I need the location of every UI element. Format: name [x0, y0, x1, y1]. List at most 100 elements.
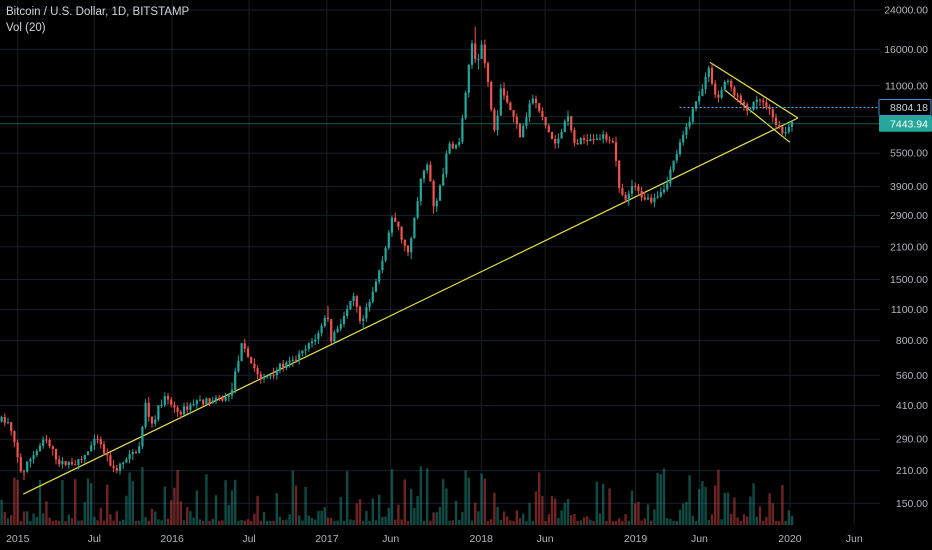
volume-bar	[106, 484, 109, 525]
volume-bar	[195, 490, 198, 525]
volume-bar	[416, 495, 419, 525]
candle-body	[115, 468, 118, 471]
candle-body	[362, 318, 365, 322]
candle-body	[522, 125, 525, 138]
x-tick-label: 2018	[470, 533, 494, 545]
volume-bar	[51, 520, 54, 525]
volume-bar	[208, 520, 211, 525]
volume-bar	[144, 517, 147, 525]
volume-bar	[330, 518, 333, 525]
candle-body	[86, 451, 90, 455]
candle-body	[467, 64, 470, 93]
candle-body	[787, 126, 790, 133]
volume-bar	[102, 520, 106, 525]
volume-bar	[394, 519, 397, 525]
volume-bar	[166, 518, 170, 525]
volume-bar	[198, 519, 202, 525]
volume-bar	[170, 500, 173, 525]
x-tick-label: Jun	[537, 533, 554, 545]
candle-body	[246, 348, 250, 357]
candle-body	[736, 95, 739, 97]
candle-body	[317, 333, 320, 340]
volume-bar	[336, 520, 339, 525]
candle-body	[461, 118, 464, 142]
volume-bar	[458, 519, 461, 525]
candle-body	[534, 98, 538, 104]
price-tag: 7443.94	[879, 115, 932, 132]
volume-bar	[406, 520, 410, 525]
candle-body	[515, 116, 518, 124]
volume-bar	[189, 511, 192, 525]
candle-body	[122, 462, 125, 464]
candle-body	[310, 341, 314, 344]
y-tick-label: 16000.00	[884, 44, 928, 56]
volume-bar	[422, 520, 426, 525]
candle-body	[512, 110, 515, 117]
candle-body	[659, 192, 662, 197]
candle-body	[342, 315, 346, 324]
candle-body	[291, 359, 294, 361]
volume-bar	[282, 520, 285, 525]
candle-body	[48, 440, 51, 447]
x-tick-label: 2017	[315, 533, 339, 545]
volume-bar	[35, 516, 38, 525]
volume-bar	[730, 513, 733, 525]
volume-bar	[758, 506, 762, 525]
candle-body	[410, 238, 413, 253]
volume-bar	[378, 494, 381, 525]
volume-bar	[278, 516, 282, 525]
candle-body	[592, 138, 595, 140]
volume-bar	[541, 496, 544, 525]
volume-bar	[621, 520, 624, 525]
volume-bar	[54, 520, 58, 525]
volume-bar	[461, 511, 464, 525]
volume-bar	[627, 520, 630, 525]
volume-bar	[566, 499, 570, 525]
candle-body	[118, 463, 122, 471]
volume-bar	[445, 488, 448, 525]
candle-body	[221, 398, 224, 401]
volume-bar	[589, 519, 592, 525]
candle-body	[560, 132, 563, 139]
candle-body	[784, 132, 787, 134]
price-tags: 8804.18 7443.94	[878, 98, 932, 132]
candle-body	[771, 109, 774, 118]
volume-bar	[765, 516, 768, 525]
volume-bar	[611, 520, 614, 525]
price-tag-background	[878, 98, 932, 116]
volume-bar	[778, 520, 781, 525]
candle-body	[320, 325, 323, 334]
candle-body	[650, 197, 653, 203]
candle-body	[230, 389, 234, 396]
candle-body	[611, 140, 614, 143]
volume-bar	[109, 514, 112, 525]
volume-bar	[118, 520, 122, 525]
volume-bar	[32, 513, 35, 525]
x-tick-label: 2020	[778, 533, 802, 545]
volume-bar	[99, 507, 102, 525]
candle-body	[106, 453, 109, 456]
volume-bar	[192, 517, 195, 525]
volume-bar	[381, 516, 384, 525]
volume-bar	[710, 514, 714, 525]
volume-bar	[698, 489, 701, 525]
volume-bar	[419, 466, 422, 525]
volume-bar	[90, 483, 93, 525]
x-tick-label: 2019	[624, 533, 648, 545]
trendline-wedge-lower	[724, 89, 791, 143]
candle-body	[694, 101, 698, 109]
candle-body	[608, 139, 611, 141]
volume-bar	[314, 519, 317, 525]
volume-bar	[630, 490, 634, 525]
candle-body	[557, 138, 560, 144]
candle-body	[240, 343, 243, 361]
volume-bar	[486, 520, 490, 525]
volume-bar	[259, 520, 262, 525]
candle-body	[282, 363, 285, 368]
volume-bar	[346, 471, 349, 525]
candle-body	[762, 100, 765, 103]
volume-bar	[234, 479, 237, 525]
volume-bar	[368, 520, 371, 525]
candle-body	[586, 139, 589, 141]
